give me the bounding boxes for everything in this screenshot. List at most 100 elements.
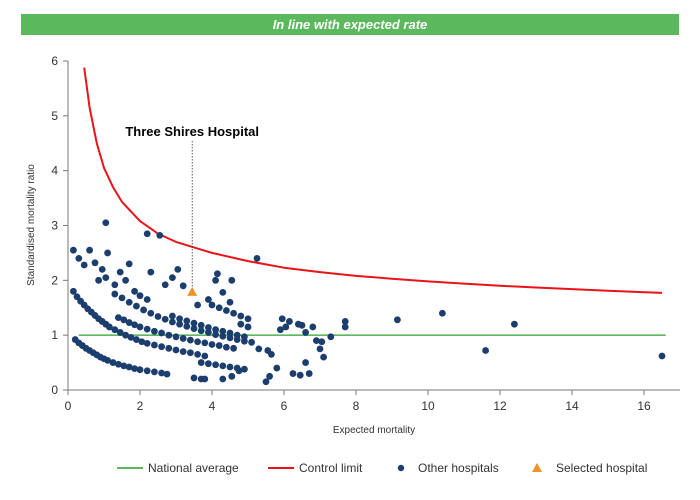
other-hospital-point [316, 345, 324, 353]
other-hospital-point [320, 353, 327, 361]
other-hospital-point [214, 270, 221, 278]
other-hospital-point [102, 274, 110, 281]
other-hospital-point [313, 337, 320, 345]
other-hospital-point [208, 341, 216, 348]
other-hospital-point [244, 323, 252, 331]
other-hospital-point [237, 312, 245, 320]
other-hospital-point [151, 368, 158, 376]
other-hospital-point [278, 315, 286, 323]
x-tick-label: 8 [353, 399, 360, 413]
other-hospital-point [190, 374, 198, 382]
other-hospital-point [482, 347, 489, 354]
other-hospital-point [298, 321, 306, 329]
other-hospital-point [98, 265, 106, 273]
y-tick-label: 3 [51, 219, 58, 233]
other-hospital-point [289, 370, 297, 377]
legend-label-national-average: National average [148, 461, 239, 475]
other-hospital-point [158, 369, 166, 377]
series-lines [78, 67, 666, 337]
annotation: Three Shires Hospital [125, 124, 259, 287]
y-tick-label: 6 [51, 54, 58, 68]
x-tick-label: 12 [493, 399, 507, 413]
other-hospital-point [95, 276, 102, 284]
other-hospital-point [176, 315, 184, 323]
other-hospital-point [305, 370, 313, 377]
other-hospital-point [151, 341, 158, 349]
other-hospital-point [172, 346, 180, 354]
other-hospital-point [341, 318, 349, 325]
control-limit-line [83, 67, 663, 294]
other-hospital-point [439, 309, 446, 317]
other-hospital-point [212, 326, 220, 334]
other-hospital-point [106, 323, 113, 331]
other-hospital-point [109, 359, 117, 366]
other-hospital-point [341, 323, 349, 331]
other-hospital-point [266, 372, 273, 380]
legend-swatch-other-hospitals [397, 464, 405, 472]
legend-label-control-limit: Control limit [299, 461, 363, 475]
other-hospital-point [111, 281, 119, 289]
other-hospital-point [302, 329, 309, 336]
other-hospital-point [133, 336, 140, 343]
other-hospital-point [194, 338, 202, 346]
banner: In line with expected rate [21, 14, 679, 35]
other-hospital-point [143, 230, 151, 238]
other-hospital-point [282, 323, 290, 331]
other-hospital-point [194, 301, 202, 309]
y-axis-label: Standardised mortality ratio [26, 164, 37, 286]
other-hospital-point [226, 334, 234, 342]
other-hospital-point [127, 333, 135, 341]
other-hospital-point [143, 296, 151, 303]
axes [67, 61, 680, 391]
other-hospital-point [302, 359, 309, 366]
other-hospital-point [169, 274, 176, 281]
other-hospital-point [228, 372, 236, 380]
other-hospital-point [179, 282, 187, 290]
x-tick-label: 0 [65, 399, 72, 413]
other-hospital-point [190, 319, 198, 327]
other-hospital-point [136, 366, 144, 374]
other-hospital-point [125, 260, 133, 268]
other-hospital-point [115, 314, 122, 322]
other-hospital-point [163, 370, 171, 378]
other-hospital-point [75, 255, 83, 262]
x-tick-label: 6 [281, 399, 288, 413]
other-hospital-point [118, 294, 126, 302]
other-hospital-point [70, 246, 77, 254]
other-hospital-point [115, 360, 122, 368]
other-hospital-point [174, 265, 182, 273]
other-hospital-point [143, 325, 151, 333]
other-hospital-point [226, 363, 234, 371]
other-hospital-point [255, 345, 263, 353]
other-hospital-point [205, 296, 212, 303]
other-hospital-point [327, 333, 335, 341]
other-hospital-point [219, 362, 227, 370]
other-hospital-point [226, 298, 234, 306]
other-hospital-point [286, 318, 293, 325]
other-hospital-point [154, 313, 162, 320]
other-hospital-point [215, 304, 223, 312]
x-tick-label: 14 [565, 399, 579, 413]
other-hospital-point [205, 324, 212, 331]
other-hospital-point [237, 320, 245, 328]
selected-hospital-point [187, 286, 198, 296]
other-hospital-point [122, 331, 129, 339]
other-hospital-point [241, 333, 248, 341]
other-hospital-point [658, 352, 666, 360]
other-hospital-point [104, 356, 111, 364]
other-hospital-point [161, 315, 169, 323]
other-hospital-point [120, 362, 128, 370]
other-hospital-point [143, 367, 151, 375]
other-hospital-point [165, 331, 173, 339]
other-hospital-point [230, 344, 238, 352]
other-hospital-point [116, 329, 124, 336]
other-hospital-point [228, 276, 236, 284]
other-hospital-point [208, 301, 216, 309]
other-hospital-point [161, 281, 169, 289]
other-hospital-point [169, 318, 176, 326]
other-hospital-point [244, 315, 252, 323]
legend: National average Control limit Other hos… [117, 461, 647, 475]
legend-swatch-selected-hospital [532, 463, 542, 472]
other-hospital-point [179, 348, 187, 356]
y-tick-label: 5 [51, 109, 58, 123]
